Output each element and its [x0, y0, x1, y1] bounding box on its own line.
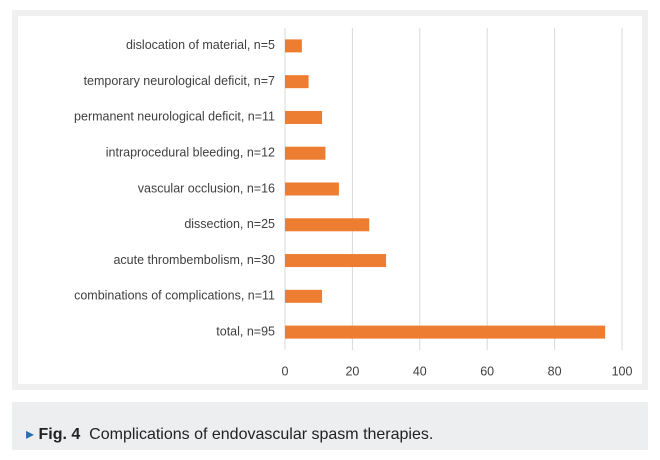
- x-tick-label: 40: [413, 364, 427, 378]
- bar: [285, 39, 302, 53]
- caption: ▸ Fig. 4 Complications of endovascular s…: [12, 402, 648, 450]
- y-tick-label: acute thrombembolism, n=30: [113, 253, 275, 267]
- bar: [285, 289, 323, 303]
- y-tick-label: intraprocedural bleeding, n=12: [106, 146, 275, 160]
- chart: 0 20 40 60 80 100 dislocation of material, n=5…: [12, 10, 648, 390]
- x-tick-label: 0: [282, 364, 289, 378]
- x-tick-label: 100: [612, 364, 633, 378]
- y-tick-label: dissection, n=25: [184, 217, 275, 231]
- bar: [285, 182, 339, 196]
- bar: [285, 254, 387, 268]
- bar: [285, 146, 326, 160]
- caption-arrow: ▸: [26, 426, 35, 443]
- bar: [285, 218, 370, 232]
- y-tick-label: combinations of complications, n=11: [74, 289, 275, 303]
- bar: [285, 75, 309, 89]
- y-tick-label: total, n=95: [216, 324, 275, 338]
- x-tick-label: 20: [345, 364, 359, 378]
- x-tick-label: 80: [548, 364, 562, 378]
- bar: [285, 325, 606, 339]
- caption-label: Fig. 4: [38, 426, 81, 443]
- y-tick-label: temporary neurological deficit, n=7: [84, 74, 275, 88]
- x-tick-label: 60: [480, 364, 494, 378]
- caption-text: Complications of endovascular spasm ther…: [89, 426, 434, 443]
- y-tick-label: permanent neurological deficit, n=11: [74, 110, 275, 124]
- y-tick-label: vascular occlusion, n=16: [138, 181, 275, 195]
- plot-background: [18, 16, 642, 384]
- bar: [285, 110, 323, 124]
- y-tick-label: dislocation of material, n=5: [126, 38, 275, 52]
